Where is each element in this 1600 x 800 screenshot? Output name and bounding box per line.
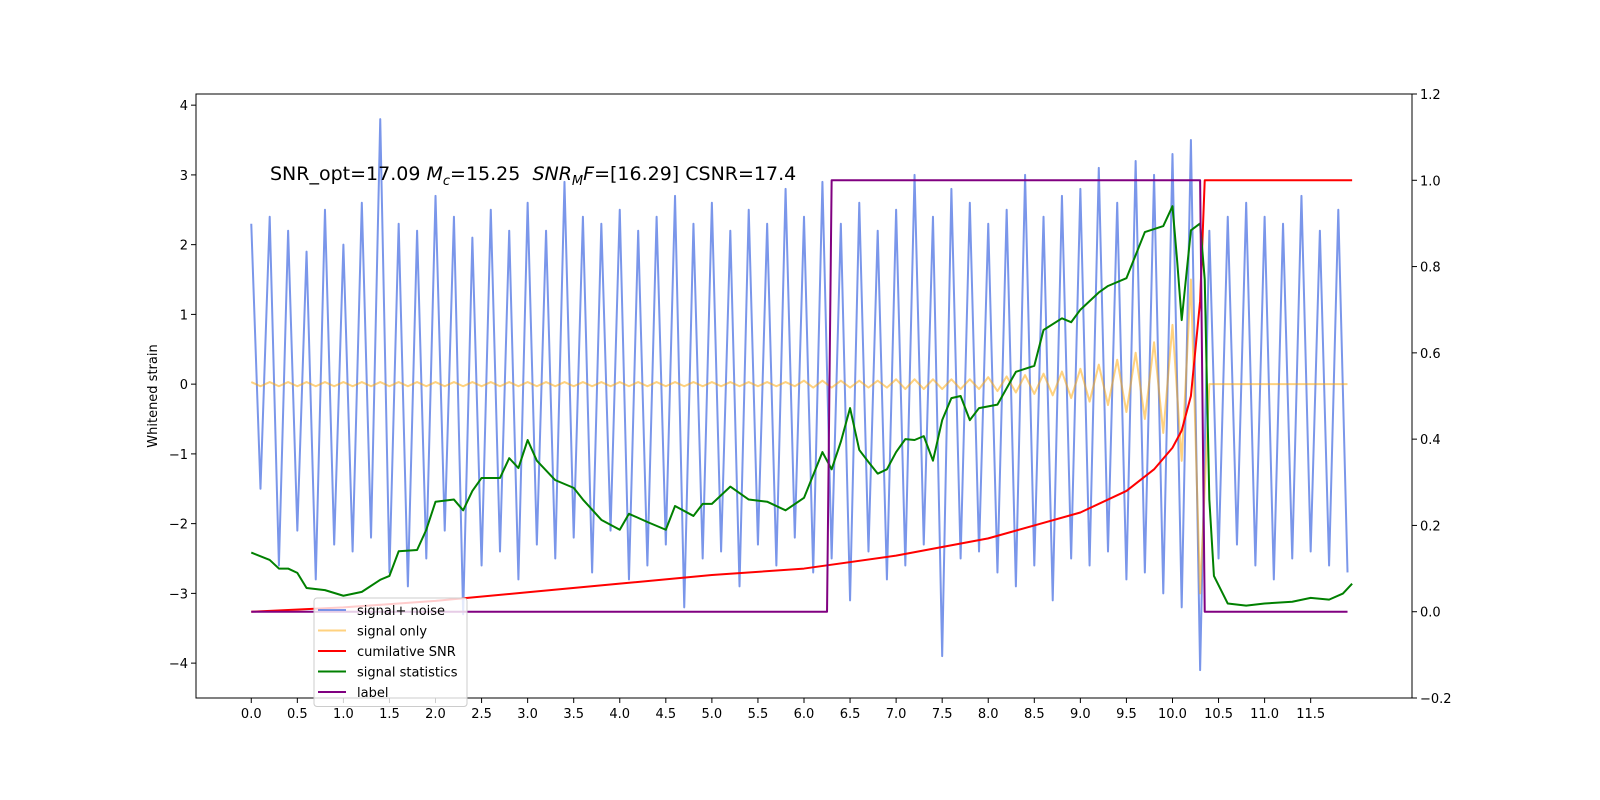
- x-tick-label: 2.0: [425, 707, 446, 722]
- x-tick-label: 9.0: [1070, 707, 1091, 722]
- y-tick-label: −2: [169, 518, 188, 533]
- y-tick-label: 0: [180, 378, 188, 393]
- x-tick-label: 7.0: [886, 707, 907, 722]
- x-tick-label: 3.5: [563, 707, 584, 722]
- y-tick-label: −1: [169, 448, 188, 463]
- y-axis-label: Whitened strain: [146, 344, 161, 447]
- x-tick-label: 8.5: [1024, 707, 1045, 722]
- x-tick-label: 6.5: [840, 707, 861, 722]
- x-tick-label: 10.0: [1158, 707, 1187, 722]
- annotation-part: M: [426, 163, 442, 185]
- x-tick-label: 1.5: [379, 707, 400, 722]
- y2-tick-label: 0.6: [1420, 347, 1441, 362]
- series-line: [250, 118, 1349, 672]
- annotation: SNR_opt=17.09 Mc=15.25 SNRMF=[16.29] CSN…: [270, 163, 796, 189]
- x-tick-label: 5.0: [702, 707, 723, 722]
- y2-tick-label: 0.0: [1420, 606, 1441, 621]
- y2-tick-label: −0.2: [1420, 692, 1452, 707]
- annotation-part: SNR_opt=17.09: [270, 163, 426, 185]
- annotation-part: =[16.29] CSNR=17.4: [594, 163, 796, 185]
- y2-tick-label: 0.4: [1420, 433, 1441, 448]
- y-tick-label: 3: [180, 169, 188, 184]
- x-tick-label: 10.5: [1204, 707, 1233, 722]
- annotation-part: =15.25: [450, 163, 532, 185]
- annotation-part: SNR: [532, 163, 571, 185]
- y2-tick-label: 0.2: [1420, 519, 1441, 534]
- x-tick-label: 6.0: [794, 707, 815, 722]
- x-tick-label: 0.5: [287, 707, 308, 722]
- legend-label: signal only: [357, 625, 427, 640]
- legend-label: cumilative SNR: [357, 645, 456, 660]
- y-tick-label: 4: [180, 99, 188, 114]
- y2-tick-label: 1.0: [1420, 174, 1441, 189]
- y2-tick-label: 1.2: [1420, 88, 1441, 103]
- series-line: [251, 179, 1353, 613]
- y2-tick-label: 0.8: [1420, 261, 1441, 276]
- x-tick-label: 4.5: [655, 707, 676, 722]
- x-tick-label: 8.0: [978, 707, 999, 722]
- x-tick-label: 1.0: [333, 707, 354, 722]
- x-tick-label: 2.5: [471, 707, 492, 722]
- annotation-part: M: [572, 174, 583, 189]
- x-tick-label: 0.0: [241, 707, 262, 722]
- y-tick-label: 1: [180, 308, 188, 323]
- x-tick-label: 7.5: [932, 707, 953, 722]
- legend-label: signal statistics: [357, 666, 458, 681]
- series-line: [250, 278, 1348, 595]
- legend-box: [313, 597, 468, 707]
- x-tick-label: 9.5: [1116, 707, 1137, 722]
- legend-label: label: [357, 686, 388, 701]
- annotation-part: F: [583, 163, 595, 185]
- x-tick-label: 5.5: [748, 707, 769, 722]
- x-tick-label: 3.0: [517, 707, 538, 722]
- y-tick-label: −3: [169, 587, 188, 602]
- y-tick-label: 2: [180, 239, 188, 254]
- series-line: [251, 179, 1348, 613]
- x-tick-label: 4.0: [609, 707, 630, 722]
- annotation-part: c: [443, 174, 450, 189]
- legend: signal+ noise signal only cumilative SNR si…: [313, 597, 468, 707]
- legend-label: signal+ noise: [357, 604, 445, 619]
- series-line: [250, 205, 1353, 607]
- x-tick-label: 11.5: [1296, 707, 1325, 722]
- y-tick-label: −4: [169, 657, 188, 672]
- x-tick-label: 11.0: [1250, 707, 1279, 722]
